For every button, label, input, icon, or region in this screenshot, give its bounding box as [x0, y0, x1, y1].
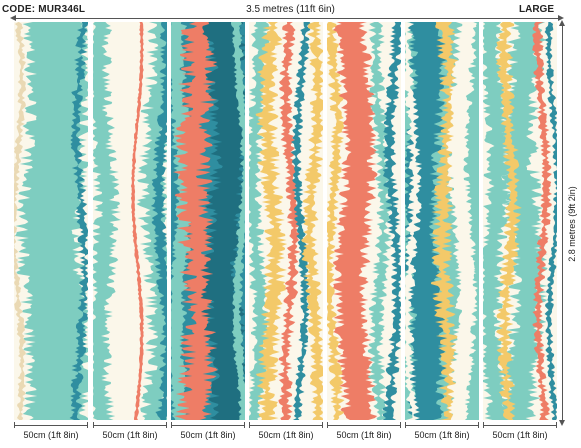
pattern-band	[466, 22, 479, 420]
panel-dimension-line	[249, 425, 323, 426]
panel-dimension-line	[93, 425, 167, 426]
pattern-band	[382, 22, 401, 420]
pattern-band	[290, 22, 311, 420]
panel-width-label: 50cm (1ft 8in)	[258, 430, 314, 440]
pattern-band	[405, 22, 423, 420]
pattern-band	[14, 22, 88, 420]
pattern-band	[277, 22, 302, 420]
panel-dimension-line	[171, 425, 245, 426]
panel-width-label: 50cm (1ft 8in)	[492, 430, 548, 440]
pattern-band	[14, 22, 27, 420]
panel-pattern	[171, 22, 245, 420]
wallpaper-panel	[483, 22, 557, 420]
pattern-band	[367, 22, 394, 420]
pattern-band	[498, 22, 548, 420]
pattern-band	[301, 22, 323, 420]
panel-dimension-line	[405, 425, 479, 426]
pattern-band	[249, 22, 272, 420]
height-label: 2.8 metres (9ft 2in)	[567, 186, 577, 262]
wallpaper-panel	[327, 22, 401, 420]
pattern-band	[69, 22, 88, 420]
panel-width-label: 50cm (1ft 8in)	[102, 430, 158, 440]
arrow-up-icon	[559, 20, 565, 26]
panel-pattern	[14, 22, 88, 420]
arrow-right-icon	[558, 15, 564, 21]
panel-dimension-line	[327, 425, 401, 426]
panel-pattern	[93, 22, 167, 420]
width-dimension-line	[14, 18, 558, 19]
panel-width-label: 50cm (1ft 8in)	[180, 430, 236, 440]
wallpaper-panel	[405, 22, 479, 420]
pattern-band	[150, 22, 167, 420]
panel-width-label: 50cm (1ft 8in)	[336, 430, 392, 440]
pattern-band	[255, 22, 288, 420]
wallpaper-panel	[249, 22, 323, 420]
pattern-band	[532, 22, 552, 420]
panel-width-label: 50cm (1ft 8in)	[414, 430, 470, 440]
pattern-band	[327, 22, 345, 420]
wallpaper-panel	[171, 22, 245, 420]
arrow-down-icon	[559, 420, 565, 426]
width-label: 3.5 metres (11ft 6in)	[246, 4, 335, 15]
panel-width-label: 50cm (1ft 8in)	[23, 430, 79, 440]
pattern-band	[495, 22, 522, 420]
size-label: LARGE	[519, 4, 554, 15]
pattern-band	[93, 22, 121, 420]
code-label: CODE: MUR346L	[2, 4, 86, 15]
pattern-band	[405, 22, 449, 420]
panel-pattern	[483, 22, 557, 420]
wallpaper-panel	[14, 22, 88, 420]
panel-pattern	[327, 22, 401, 420]
panel-dimension-line	[14, 425, 88, 426]
wallpaper-panel	[93, 22, 167, 420]
pattern-band	[130, 22, 144, 420]
panel-pattern	[405, 22, 479, 420]
pattern-band	[172, 22, 222, 420]
pattern-band	[544, 22, 557, 420]
height-dimension-line	[562, 24, 563, 422]
pattern-band	[231, 22, 245, 420]
panel-dimension-line	[483, 425, 557, 426]
arrow-left-icon	[10, 15, 16, 21]
panel-pattern	[249, 22, 323, 420]
pattern-band	[331, 22, 378, 420]
